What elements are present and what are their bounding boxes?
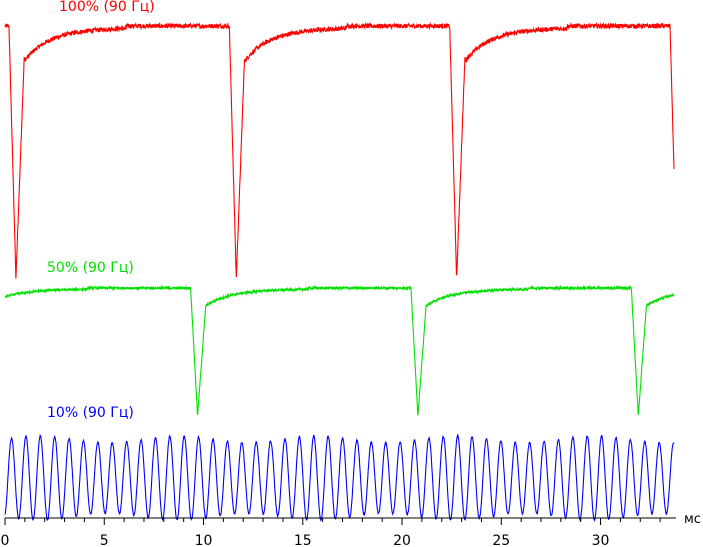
series-line-2 [4, 433, 675, 522]
x-axis-ticks: 0 5 10 15 20 25 30 [1, 518, 661, 547]
x-tick-label: 5 [100, 533, 109, 547]
x-tick-label: 0 [1, 533, 10, 547]
x-tick-label: 30 [592, 533, 610, 547]
series-label-100: 100% (90 Гц) [59, 0, 155, 15]
series-line-1 [4, 284, 675, 416]
x-tick-label: 25 [492, 533, 510, 547]
x-tick-label: 10 [195, 533, 213, 547]
x-tick-label: 15 [294, 533, 312, 547]
series-label-10: 10% (90 Гц) [47, 405, 134, 421]
x-axis-unit-label: мс [684, 512, 701, 527]
series-line-0 [4, 21, 675, 279]
x-tick-label: 20 [393, 533, 411, 547]
x-axis: 0 5 10 15 20 25 30 мс [1, 512, 701, 547]
series-label-50: 50% (90 Гц) [47, 260, 134, 276]
series-labels: 100% (90 Гц) 50% (90 Гц) 10% (90 Гц) [47, 0, 155, 421]
series-traces [4, 21, 675, 522]
